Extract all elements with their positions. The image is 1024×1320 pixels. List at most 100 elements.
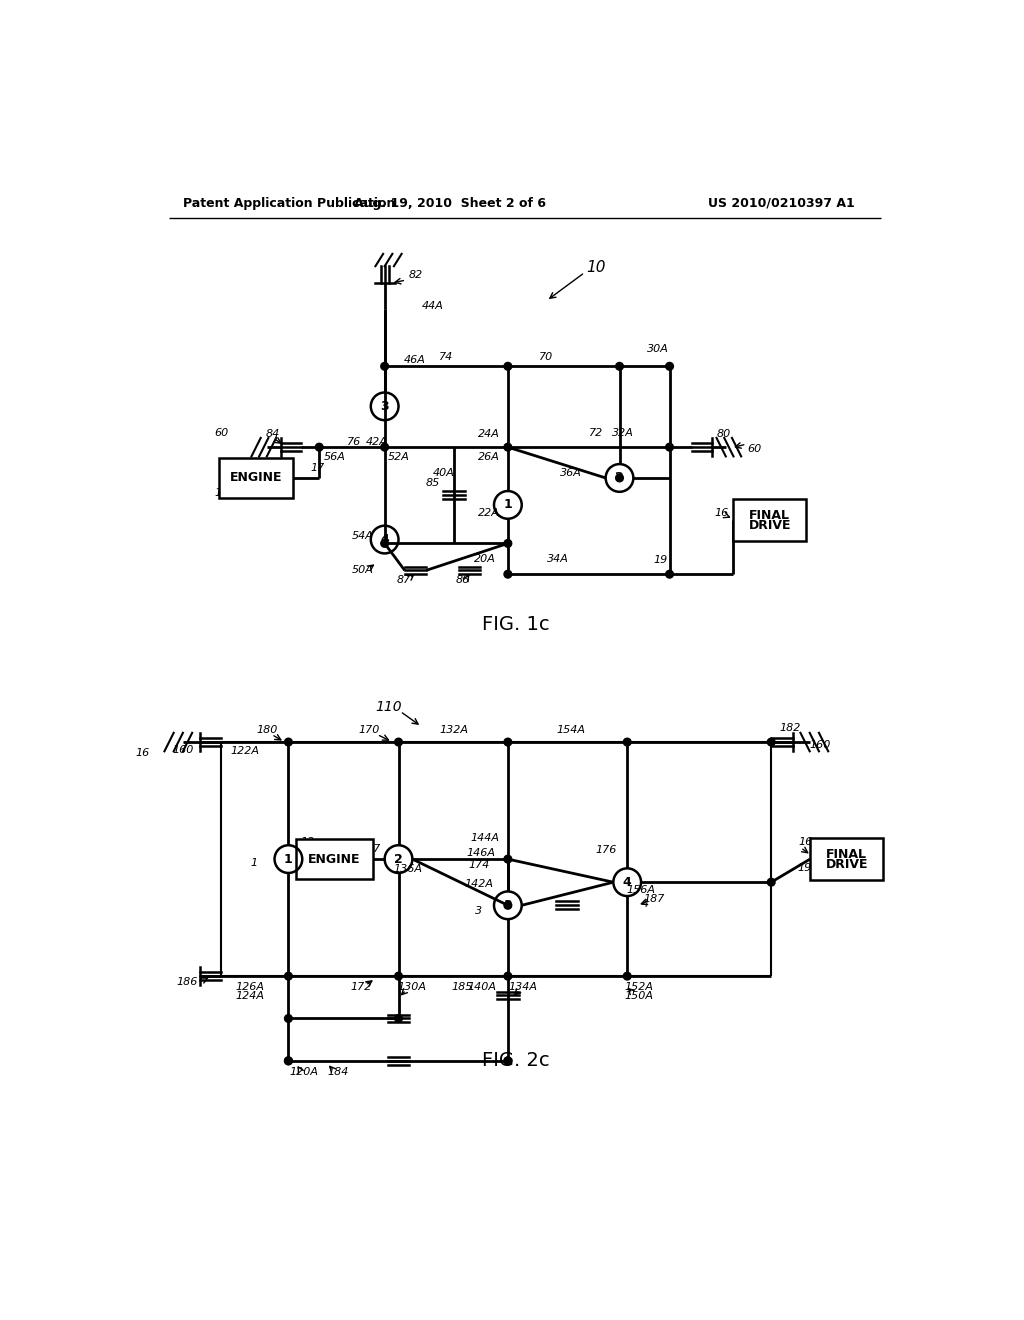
Text: 172: 172 (351, 982, 373, 991)
Text: 24A: 24A (477, 429, 500, 440)
Text: 22A: 22A (477, 508, 500, 517)
Text: 174: 174 (469, 861, 490, 870)
Text: 152A: 152A (625, 982, 653, 991)
Text: 40A: 40A (433, 467, 455, 478)
Bar (733, 499, 806, 541)
Text: 176: 176 (596, 845, 617, 855)
Circle shape (666, 570, 674, 578)
Text: 187: 187 (643, 894, 665, 904)
Text: 85: 85 (425, 478, 439, 488)
Text: 16: 16 (715, 508, 729, 517)
Text: 110: 110 (375, 700, 401, 714)
Circle shape (285, 1015, 292, 1022)
Text: 36A: 36A (560, 467, 582, 478)
Text: 3: 3 (380, 400, 389, 413)
Text: FIG. 1c: FIG. 1c (481, 615, 549, 634)
Text: 184: 184 (328, 1067, 349, 1077)
Circle shape (504, 855, 512, 863)
Text: 140A: 140A (468, 982, 497, 991)
Text: 19: 19 (798, 863, 811, 874)
Text: FINAL: FINAL (826, 847, 867, 861)
Text: 144A: 144A (470, 833, 500, 843)
Circle shape (285, 1057, 292, 1065)
Text: 19: 19 (653, 556, 668, 565)
Circle shape (504, 570, 512, 578)
Text: 30A: 30A (647, 345, 669, 354)
Text: 186: 186 (176, 977, 198, 987)
Text: 2: 2 (615, 471, 624, 484)
Text: 4: 4 (623, 875, 632, 888)
Text: ENGINE: ENGINE (229, 471, 283, 484)
Circle shape (394, 973, 402, 979)
Text: 32A: 32A (612, 428, 634, 438)
Circle shape (615, 474, 624, 482)
Text: 44A: 44A (422, 301, 444, 312)
Text: 52A: 52A (387, 453, 410, 462)
Text: 130A: 130A (397, 982, 426, 991)
Circle shape (394, 1015, 402, 1022)
Text: 180: 180 (257, 725, 279, 735)
Text: DRIVE: DRIVE (749, 519, 791, 532)
Text: 156A: 156A (627, 884, 655, 895)
Text: 46A: 46A (403, 355, 426, 366)
Circle shape (624, 973, 631, 979)
Circle shape (285, 1057, 292, 1065)
Text: 120A: 120A (290, 1067, 318, 1077)
Text: ENGINE: ENGINE (308, 853, 360, 866)
Text: 136A: 136A (393, 865, 422, 874)
Circle shape (504, 363, 512, 370)
Circle shape (394, 738, 402, 746)
Text: 142A: 142A (464, 879, 494, 888)
Text: 42A: 42A (366, 437, 388, 446)
Text: Aug. 19, 2010  Sheet 2 of 6: Aug. 19, 2010 Sheet 2 of 6 (354, 197, 546, 210)
Text: 12: 12 (300, 837, 314, 847)
Circle shape (285, 973, 292, 979)
Text: 74: 74 (439, 352, 454, 362)
Circle shape (624, 738, 631, 746)
Circle shape (767, 878, 775, 886)
Text: Patent Application Publication: Patent Application Publication (183, 197, 395, 210)
Text: 1: 1 (504, 499, 512, 511)
Text: 82: 82 (409, 271, 423, 280)
Text: 87: 87 (396, 576, 411, 585)
Text: 17: 17 (310, 463, 325, 473)
Text: 10: 10 (587, 260, 606, 276)
Text: 1: 1 (284, 853, 293, 866)
Text: 126A: 126A (236, 982, 264, 991)
Circle shape (504, 1057, 512, 1065)
Text: US 2010/0210397 A1: US 2010/0210397 A1 (708, 197, 855, 210)
Text: 132A: 132A (439, 725, 468, 735)
Bar (810, 838, 884, 880)
Text: 3: 3 (475, 907, 482, 916)
Text: 124A: 124A (236, 991, 264, 1001)
Circle shape (666, 363, 674, 370)
Circle shape (315, 444, 323, 451)
Circle shape (504, 738, 512, 746)
Text: 17: 17 (366, 843, 380, 854)
Text: 160: 160 (172, 744, 194, 755)
Circle shape (381, 540, 388, 548)
Text: 72: 72 (589, 428, 603, 438)
Text: 160: 160 (809, 741, 830, 750)
Text: 86: 86 (456, 576, 470, 585)
Text: 84: 84 (266, 429, 281, 440)
Text: 1: 1 (250, 858, 257, 869)
Text: 4: 4 (380, 533, 389, 546)
Bar (296, 840, 373, 879)
Text: 2: 2 (394, 853, 402, 866)
Circle shape (381, 363, 388, 370)
Text: 54A: 54A (352, 531, 374, 541)
Text: 16: 16 (798, 837, 812, 847)
Text: 170: 170 (358, 725, 380, 735)
Text: 80: 80 (717, 429, 730, 440)
Text: 26A: 26A (477, 453, 500, 462)
Text: 56A: 56A (324, 453, 345, 462)
Text: 12: 12 (214, 488, 228, 499)
Circle shape (285, 738, 292, 746)
Circle shape (767, 738, 775, 746)
Circle shape (504, 444, 512, 451)
Circle shape (504, 540, 512, 548)
Text: 60: 60 (748, 445, 762, 454)
Text: 70: 70 (540, 352, 554, 362)
Text: 122A: 122A (230, 746, 259, 756)
